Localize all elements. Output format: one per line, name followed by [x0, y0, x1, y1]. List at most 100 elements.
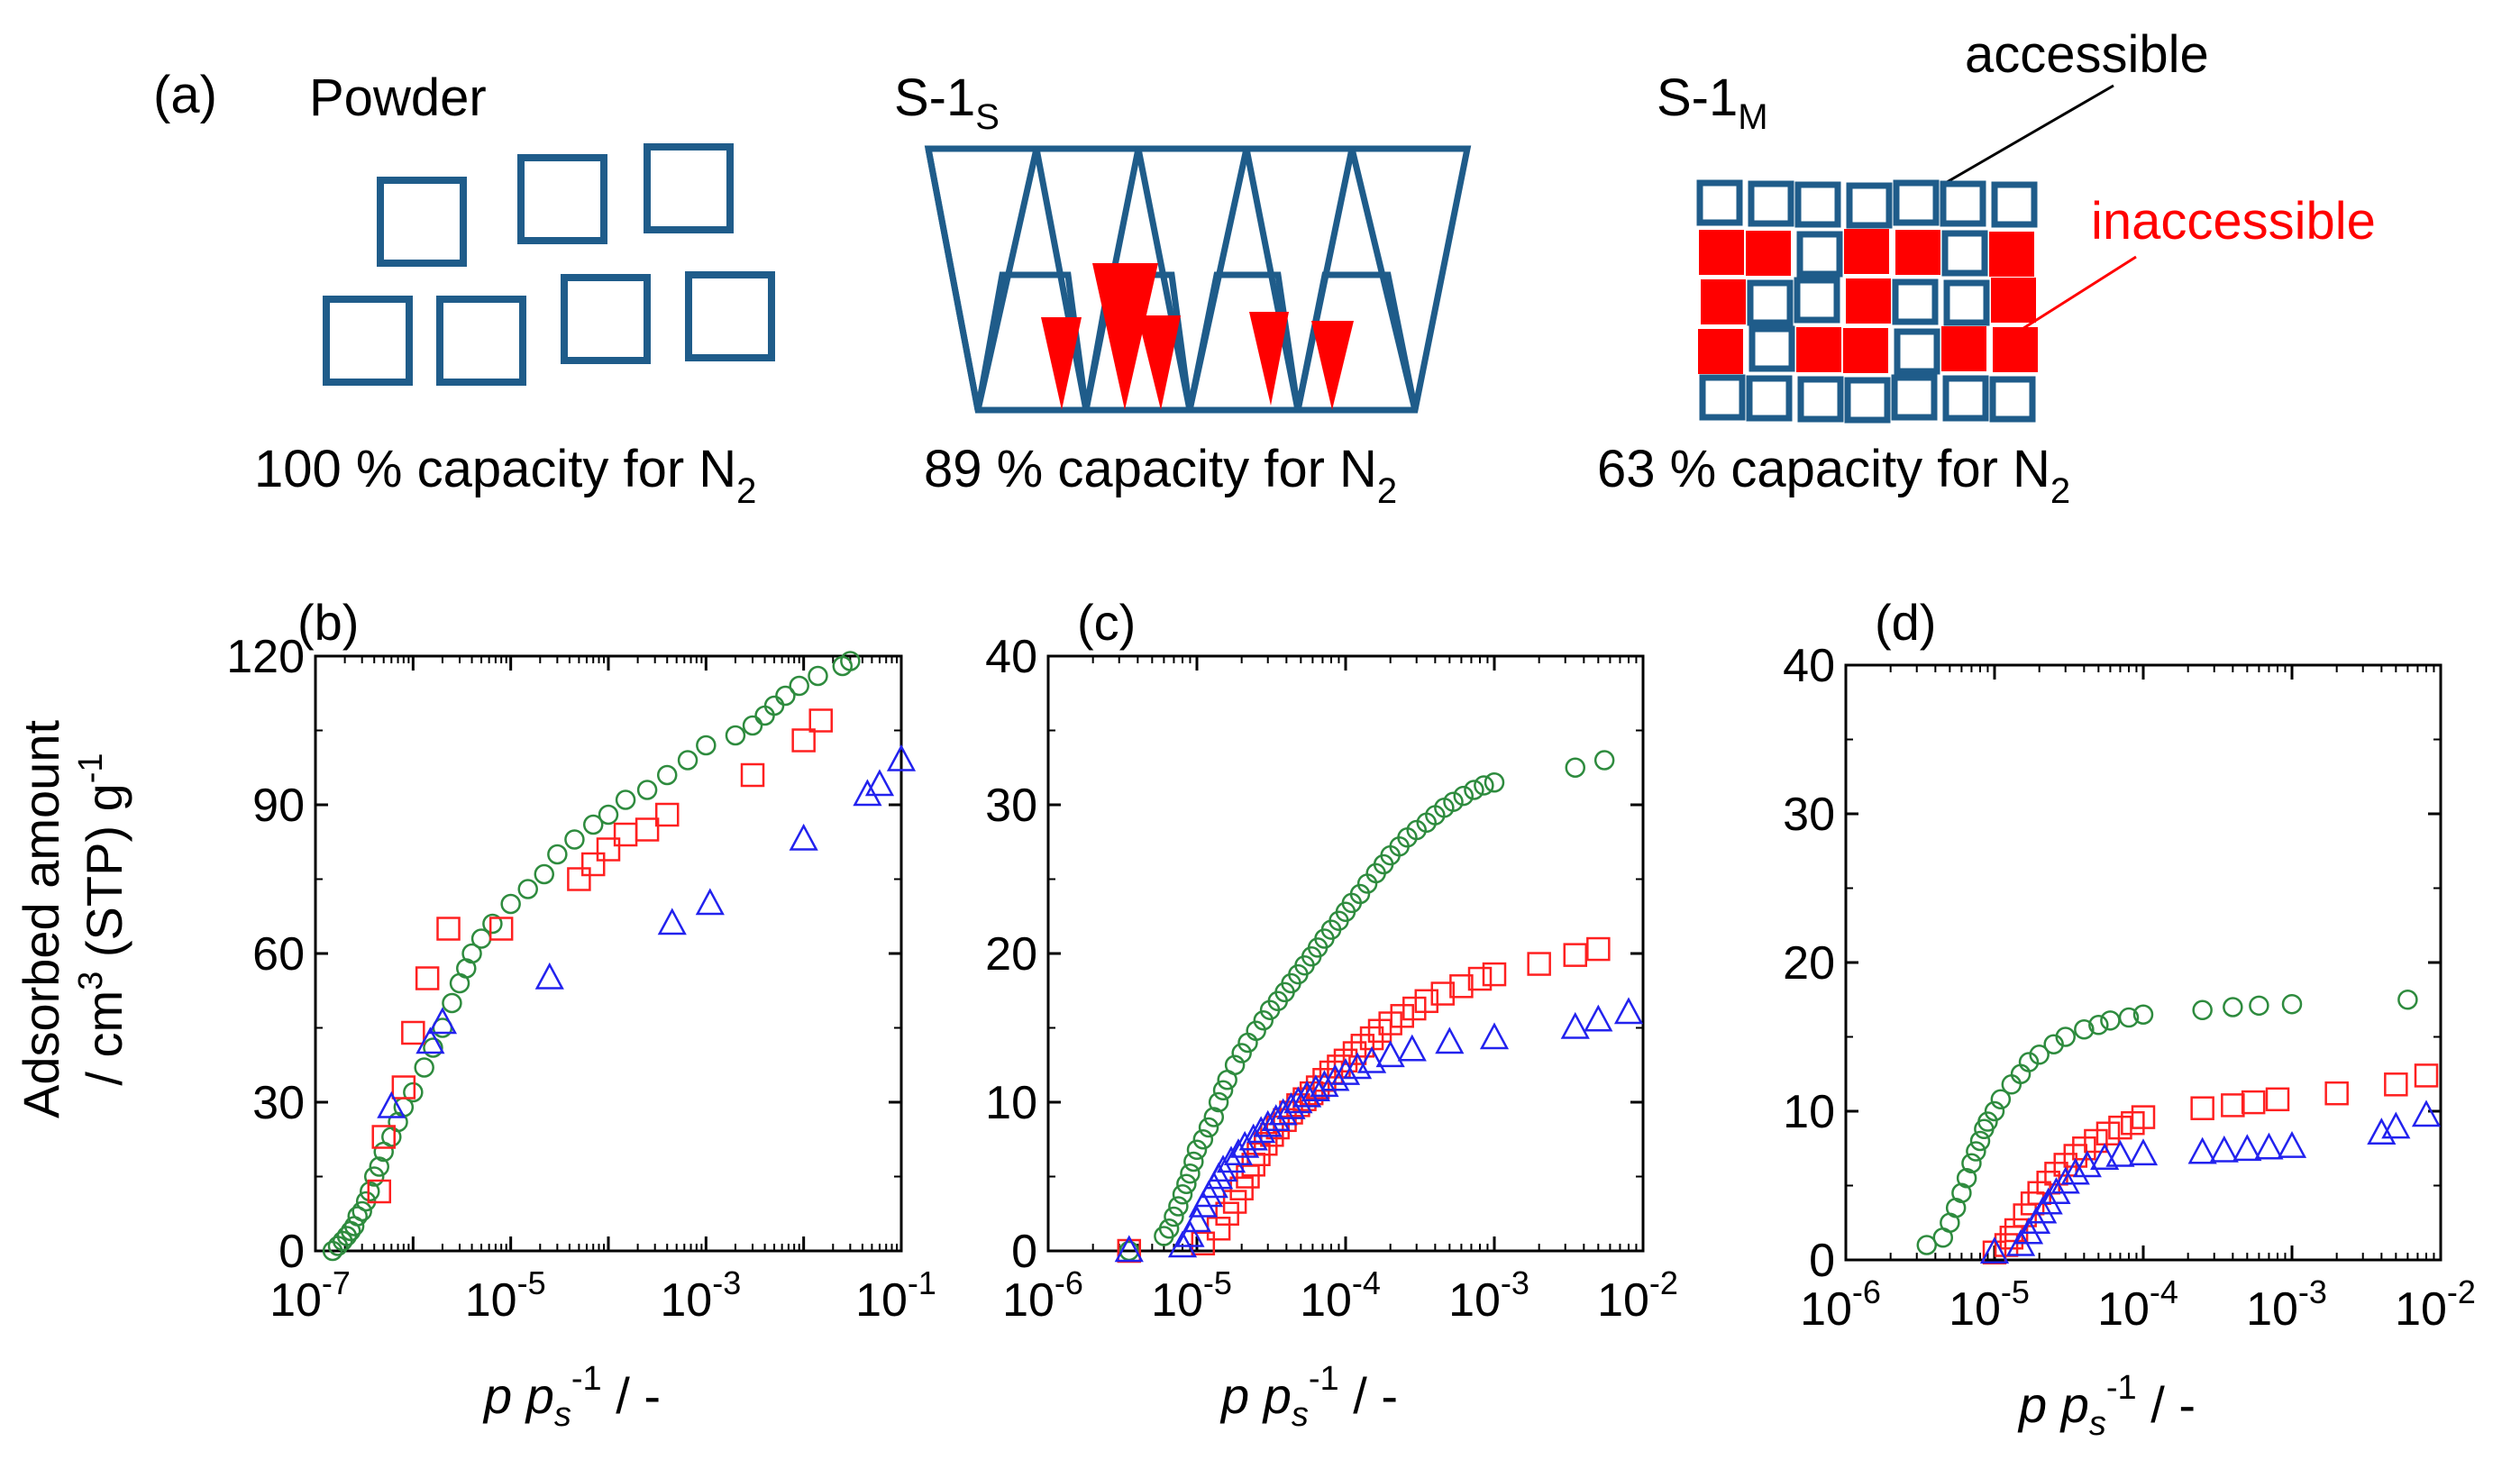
data-point-square [2095, 1121, 2121, 1145]
data-point-circle [615, 789, 636, 810]
data-point-circle [742, 715, 763, 736]
data-point-circle [442, 992, 462, 1014]
data-point-triangle [1397, 1034, 1427, 1062]
accessible-crystal [1891, 374, 1938, 421]
series-circle [1916, 990, 2418, 1255]
accessible-crystal [1748, 180, 1794, 227]
accessible-crystal [1940, 180, 1986, 227]
data-point-square [2084, 1128, 2108, 1154]
data-point-circle [808, 665, 828, 687]
data-point-square [2241, 1090, 2266, 1115]
data-point-triangle [534, 962, 564, 990]
x-tick-label: 10-5 [1151, 1264, 1232, 1327]
data-point-circle [423, 1037, 443, 1058]
accessible-crystal [1748, 325, 1795, 372]
data-point-circle [1961, 1153, 1982, 1173]
data-point-triangle [1114, 1235, 1144, 1263]
inaccessible-crystal [1993, 327, 2038, 372]
data-point-square [654, 802, 680, 827]
series-circle [322, 651, 861, 1262]
data-point-triangle [1208, 1154, 1238, 1182]
data-point-square [1402, 996, 1427, 1021]
powder-title: Powder [309, 68, 487, 127]
data-point-circle [656, 764, 678, 786]
accessible-crystal [1989, 376, 2036, 423]
data-point-square [2265, 1087, 2290, 1112]
data-point-square [2190, 1096, 2214, 1120]
data-point-circle [1212, 1080, 1234, 1101]
data-point-triangle [1979, 1236, 2010, 1264]
accessible-crystal [1941, 230, 1988, 277]
s1s-film [924, 145, 1472, 414]
data-point-square [1206, 1217, 1231, 1241]
data-point-circle [1183, 1151, 1204, 1172]
data-point-circle [725, 725, 746, 746]
data-point-circle [1956, 1168, 1977, 1189]
x-tick-label: 10-3 [1448, 1264, 1529, 1327]
data-point-circle [369, 1156, 390, 1177]
data-point-square [1350, 1034, 1375, 1058]
data-point-circle [598, 804, 619, 826]
data-point-circle [1203, 1107, 1225, 1127]
panel-label: (d) [1875, 594, 1936, 651]
x-tick-label: 10-4 [1300, 1264, 1381, 1327]
data-point-circle [1951, 1182, 1972, 1203]
data-point-circle [1246, 1020, 1266, 1042]
inaccessible-crystal [1989, 232, 2034, 277]
series-circle [1118, 750, 1615, 1262]
data-point-triangle [1435, 1026, 1465, 1054]
data-point-triangle [2105, 1139, 2135, 1167]
data-point-triangle [2050, 1166, 2080, 1194]
data-point-circle [500, 893, 521, 915]
inaccessible-crystal [1796, 327, 1841, 372]
accessible-crystal [1794, 277, 1840, 324]
data-point-square [1390, 1004, 1414, 1028]
accessible-crystal [1942, 375, 1989, 422]
data-point-circle [2192, 999, 2213, 1021]
data-point-triangle [789, 823, 818, 851]
data-point-circle [461, 943, 482, 964]
data-point-circle [2029, 1045, 2050, 1065]
data-point-triangle [1167, 1230, 1198, 1258]
accessible-crystal [1699, 374, 1746, 421]
y-axis-label: Adsorbed amount / cm3 (STP) g-1 [13, 720, 132, 1119]
y-tick-label: 10 [985, 1077, 1037, 1129]
data-point-circle [1176, 1173, 1197, 1194]
data-point-triangle [1342, 1052, 1373, 1080]
data-point-circle [2055, 1026, 2076, 1047]
data-point-square [596, 837, 621, 862]
data-point-circle [677, 750, 698, 771]
inaccessible-crystal [1746, 231, 1791, 276]
data-point-square [1254, 1131, 1278, 1156]
data-point-triangle [1375, 1040, 1405, 1068]
data-point-circle [696, 734, 717, 756]
s1m-film [1696, 179, 2038, 424]
accessible-crystal [1943, 279, 1990, 326]
data-point-square [1333, 1048, 1358, 1073]
data-point-circle [534, 863, 555, 885]
data-point-triangle [1182, 1205, 1212, 1233]
y-tick-label: 60 [252, 928, 305, 981]
data-point-square [1191, 1231, 1216, 1255]
data-point-triangle [1613, 997, 1644, 1025]
inaccessible-crystal [1701, 279, 1746, 324]
data-point-circle [352, 1200, 372, 1222]
x-axis-label: p ps-1 / - [2017, 1369, 2196, 1443]
data-point-square [1222, 1190, 1247, 1214]
data-point-circle [1593, 750, 1615, 771]
data-point-circle [1186, 1139, 1208, 1161]
data-point-circle [517, 879, 538, 899]
data-point-circle [1474, 775, 1494, 796]
data-point-square [1563, 943, 1588, 967]
accessible-pointer [1941, 84, 2114, 187]
y-tick-label: 0 [278, 1226, 305, 1278]
y-tick-label: 20 [985, 928, 1037, 981]
data-point-square [436, 917, 461, 941]
data-point-square [2414, 1063, 2439, 1088]
x-axis-label: p ps-1 / - [482, 1360, 661, 1434]
data-point-circle [2118, 1007, 2140, 1028]
inaccessible-crystal [1699, 230, 1744, 275]
data-point-triangle [1560, 1011, 1590, 1039]
x-tick-label: 10-2 [1597, 1264, 1678, 1327]
y-tick-label: 0 [1011, 1226, 1037, 1278]
